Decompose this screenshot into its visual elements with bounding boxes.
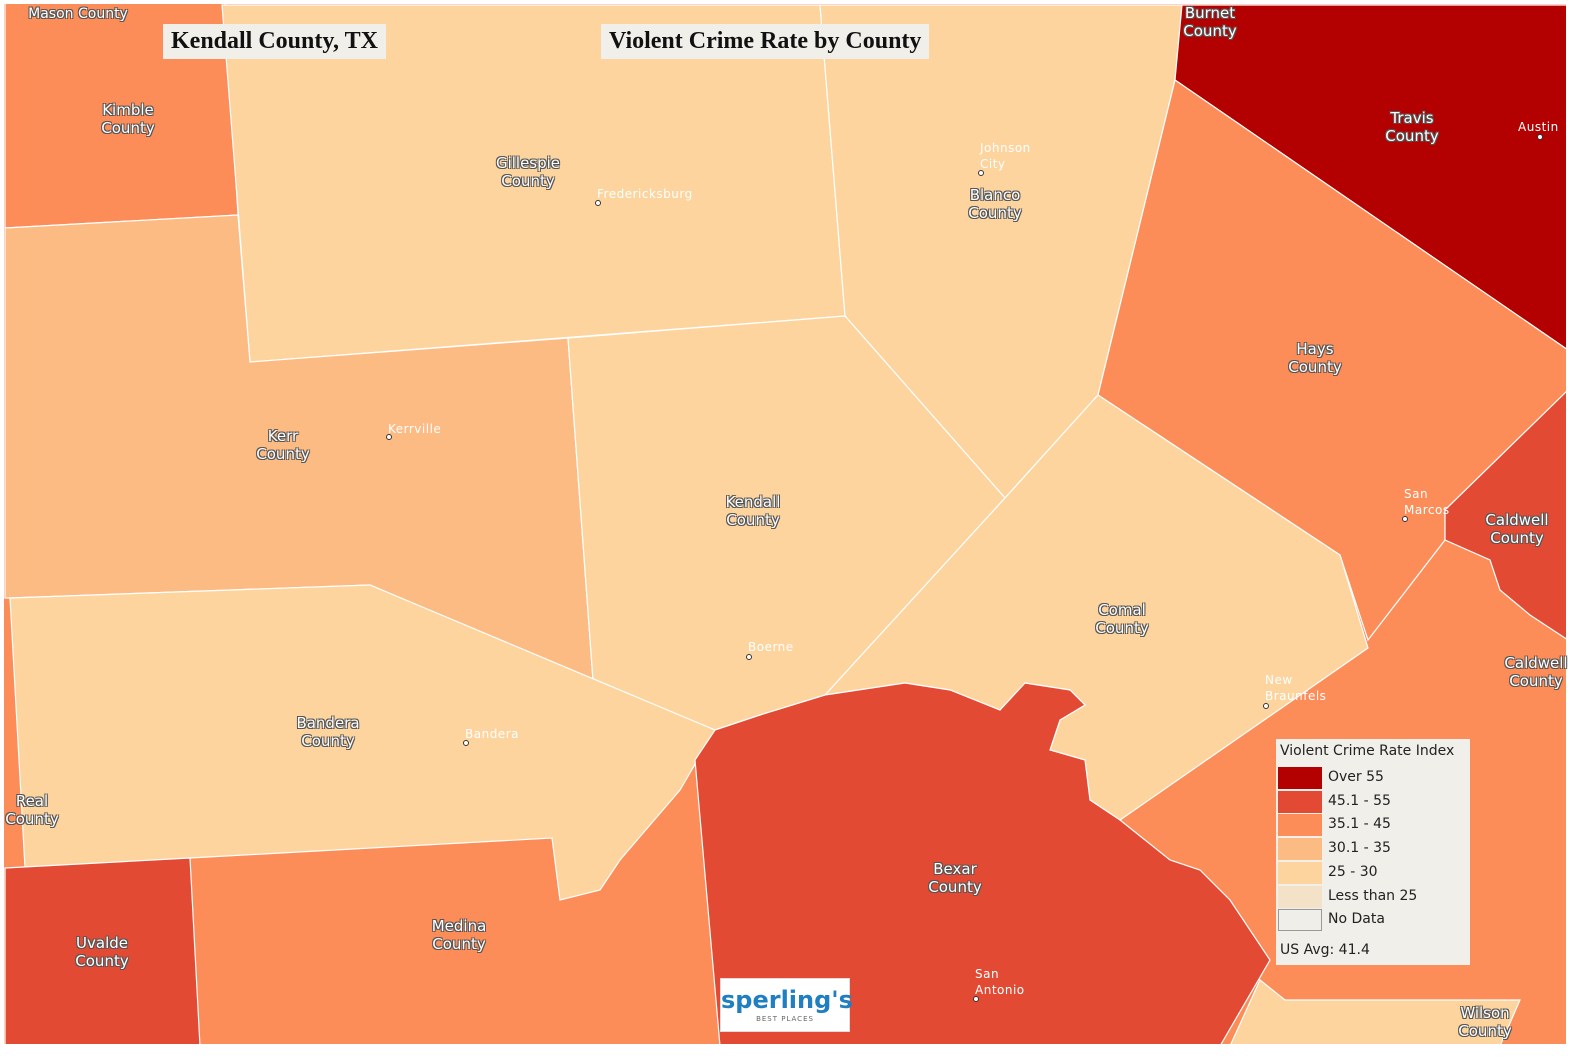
county-label: Bandera County — [296, 714, 360, 750]
legend-label: No Data — [1328, 911, 1385, 928]
city-dot — [746, 654, 752, 660]
logo-name: sperling's — [721, 986, 853, 1014]
county-label: Blanco County — [968, 186, 1022, 222]
city-dot — [978, 170, 984, 176]
legend-label: 45.1 - 55 — [1328, 792, 1391, 809]
legend-swatch — [1278, 814, 1322, 837]
logo-tagline: BEST PLACES — [756, 1015, 814, 1023]
county-label: Hays County — [1288, 340, 1342, 376]
logo: sperling's BEST PLACES — [720, 978, 853, 1032]
city-dot — [386, 434, 392, 440]
city-dot — [1537, 134, 1543, 140]
wilson-county — [1229, 979, 1521, 1047]
legend-swatch — [1278, 885, 1322, 908]
legend-note: US Avg: 41.4 — [1280, 942, 1370, 958]
city-label: Austin — [1518, 120, 1559, 134]
legend-label: Less than 25 — [1328, 887, 1418, 904]
legend-title: Violent Crime Rate Index — [1280, 743, 1455, 759]
city-label: Bandera — [465, 727, 519, 741]
map-subtitle: Violent Crime Rate by County — [601, 24, 930, 59]
city-dot — [1402, 516, 1408, 522]
caldwell-county — [1444, 388, 1569, 642]
legend-swatch — [1278, 838, 1322, 861]
legend-swatch — [1278, 909, 1322, 932]
county-label: Wilson County — [1458, 1004, 1512, 1040]
city-dot — [595, 200, 601, 206]
city-label: Fredericksburg — [597, 187, 693, 201]
legend-swatch — [1278, 767, 1322, 789]
county-label: Bexar County — [928, 860, 982, 896]
map-frame — [0, 0, 1570, 1048]
city-dot — [973, 996, 979, 1002]
county-label: Uvalde County — [75, 934, 129, 970]
county-label: Travis County — [1385, 109, 1439, 145]
bexar-county — [694, 682, 1271, 1047]
county-label: Gillespie County — [495, 154, 561, 190]
city-label: New Braunfels — [1265, 673, 1327, 703]
county-label: Mason County — [28, 6, 128, 22]
county-label: Kimble County — [101, 101, 155, 137]
legend-label: 30.1 - 35 — [1328, 840, 1391, 857]
county-label: Medina County — [431, 917, 487, 953]
legend-swatch — [1278, 790, 1322, 813]
county-label: Burnet County — [1183, 4, 1237, 40]
legend-label: 35.1 - 45 — [1328, 816, 1391, 833]
city-dot — [1263, 703, 1269, 709]
county-label: Real County — [5, 792, 59, 828]
county-label: Caldwell County — [1485, 511, 1549, 547]
city-label: Kerrville — [388, 422, 442, 436]
map-title: Kendall County, TX — [163, 24, 386, 59]
legend-label: 25 - 30 — [1328, 863, 1378, 880]
legend-swatch — [1278, 861, 1322, 884]
county-label: Kendall County — [725, 493, 781, 529]
city-label: San Marcos — [1404, 487, 1450, 517]
county-label: Caldwell County — [1504, 654, 1568, 690]
legend-label: Over 55 — [1328, 769, 1384, 785]
city-label: Johnson City — [980, 141, 1031, 171]
legend: Violent Crime Rate Index US Avg: 41.4 Ov… — [1276, 739, 1470, 965]
city-dot — [463, 740, 469, 746]
county-label: Kerr County — [256, 427, 310, 463]
city-label: San Antonio — [975, 967, 1025, 997]
county-label: Comal County — [1095, 601, 1149, 637]
city-label: Boerne — [748, 640, 794, 654]
